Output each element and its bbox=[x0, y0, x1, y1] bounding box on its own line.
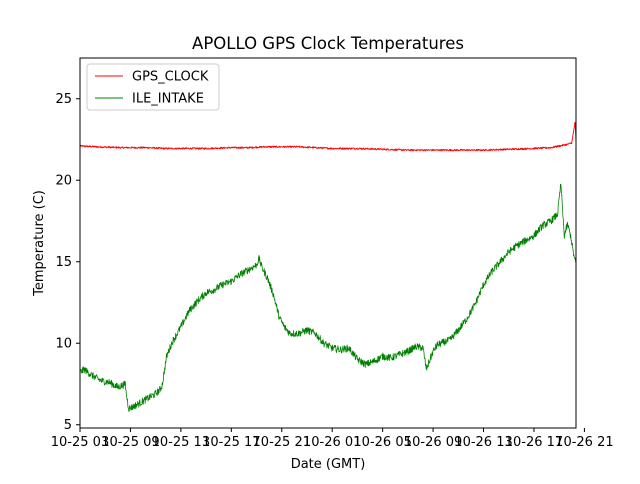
legend-label-ile-intake: ILE_INTAKE bbox=[132, 92, 204, 107]
axes-frame bbox=[79, 57, 577, 429]
legend: GPS_CLOCK ILE_INTAKE bbox=[86, 63, 220, 111]
x-tick-label: 10-25 09 bbox=[101, 435, 159, 450]
plot-area bbox=[80, 58, 576, 428]
x-tick-label: 10-26 05 bbox=[353, 435, 411, 450]
x-tick-label: 10-25 21 bbox=[253, 435, 311, 450]
y-tick-label: 25 bbox=[55, 92, 72, 107]
y-tick-label: 15 bbox=[55, 255, 72, 270]
x-tick-label: 10-25 03 bbox=[51, 435, 109, 450]
x-tick-label: 10-25 13 bbox=[152, 435, 210, 450]
series-layer bbox=[79, 121, 577, 412]
x-tick-label: 10-26 21 bbox=[555, 435, 613, 450]
y-tick-label: 10 bbox=[55, 337, 72, 352]
y-axis-label: Temperature (C) bbox=[32, 190, 47, 297]
chart-title: APOLLO GPS Clock Temperatures bbox=[192, 34, 464, 53]
series-line-gps-clock bbox=[79, 121, 577, 152]
legend-label-gps-clock: GPS_CLOCK bbox=[132, 70, 209, 85]
x-tick-label: 10-26 01 bbox=[303, 435, 361, 450]
x-tick-label: 10-26 13 bbox=[454, 435, 512, 450]
y-tick-label: 5 bbox=[64, 418, 72, 433]
y-axis: 5 10 15 20 25 bbox=[55, 92, 80, 433]
x-tick-label: 10-26 09 bbox=[404, 435, 462, 450]
x-axis-label: Date (GMT) bbox=[291, 457, 366, 472]
y-tick-label: 20 bbox=[55, 174, 72, 189]
x-tick-label: 10-25 17 bbox=[202, 435, 260, 450]
series-line-ile-intake bbox=[79, 183, 577, 412]
x-tick-label: 10-26 17 bbox=[505, 435, 563, 450]
